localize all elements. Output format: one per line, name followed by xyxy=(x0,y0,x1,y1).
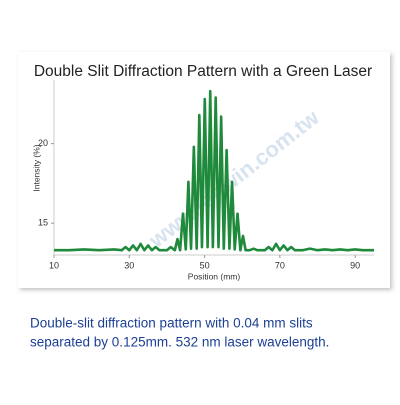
y-axis-label: Intensity (%) xyxy=(31,144,41,191)
x-tick-label: 70 xyxy=(275,260,285,270)
x-tick-label: 10 xyxy=(49,260,59,270)
data-line xyxy=(54,89,374,252)
caption-line: separated by 0.125mm. 532 nm laser wavel… xyxy=(30,335,329,350)
x-tick-label: 30 xyxy=(124,260,134,270)
y-tick-label: 15 xyxy=(38,218,48,228)
chart-title: Double Slit Diffraction Pattern with a G… xyxy=(34,63,372,80)
x-tick-label: 90 xyxy=(350,260,360,270)
caption-line: Double-slit diffraction pattern with 0.0… xyxy=(30,316,313,331)
x-axis-label: Position (mm) xyxy=(188,271,241,281)
x-tick-label: 50 xyxy=(200,260,210,270)
y-tick-label: 20 xyxy=(38,138,48,148)
